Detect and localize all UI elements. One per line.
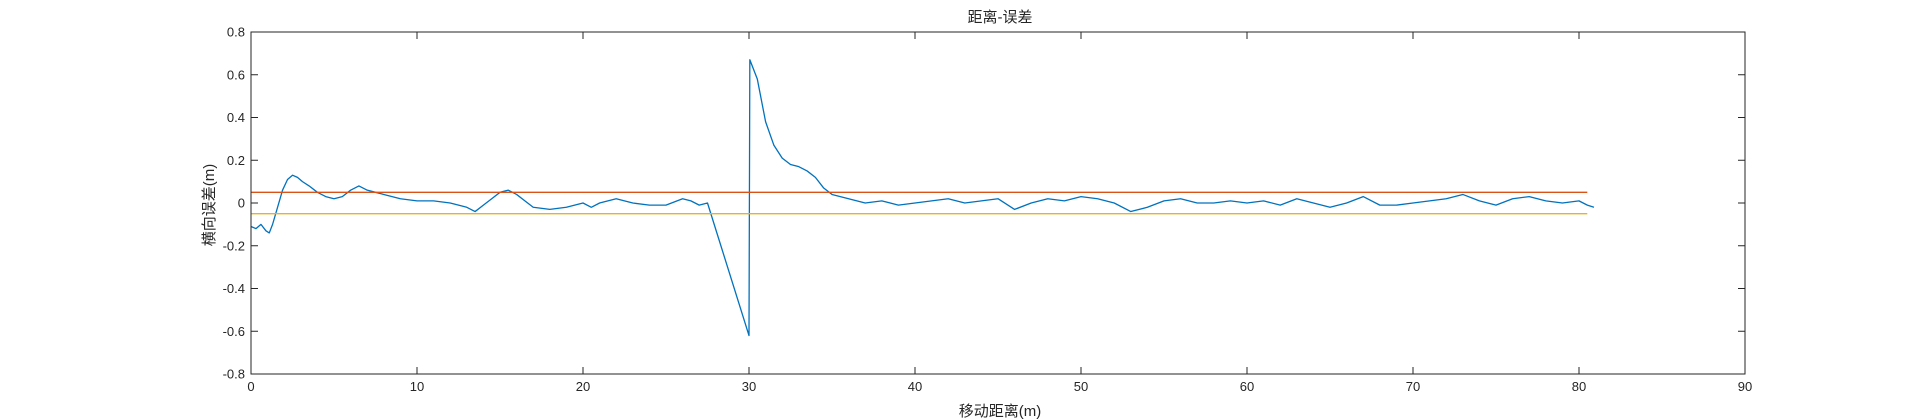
plot-background [251, 32, 1745, 374]
y-tick-label: 0.4 [227, 110, 245, 125]
axis-ticks: 0 10 20 30 40 50 60 70 80 90 -0.8 -0.6 -0.4 -0.2 0 0.2 0… [223, 25, 1753, 395]
x-tick-label: 0 [247, 379, 254, 394]
y-tick-label: -0.2 [223, 238, 245, 253]
y-tick-label: 0.8 [227, 25, 245, 40]
series-line-1 [250, 59, 1595, 337]
x-tick-label: 10 [410, 379, 424, 394]
series-layer [250, 59, 1595, 337]
x-tick-label: 50 [1074, 379, 1088, 394]
chart-title: 距离-误差 [968, 9, 1033, 26]
y-tick-label: 0.6 [227, 67, 245, 82]
y-axis-label: 横向误差(m) [201, 164, 218, 247]
x-tick-label: 40 [908, 379, 922, 394]
y-tick-label: -0.8 [223, 367, 245, 382]
x-tick-label: 90 [1738, 379, 1752, 394]
y-tick-label: 0 [238, 196, 245, 211]
y-tick-label: -0.4 [223, 281, 245, 296]
x-tick-label: 20 [576, 379, 590, 394]
x-tick-label: 70 [1406, 379, 1420, 394]
x-tick-label: 80 [1572, 379, 1586, 394]
y-tick-label: -0.6 [223, 324, 245, 339]
y-tick-label: 0.2 [227, 153, 245, 168]
x-axis-label: 移动距离(m) [959, 403, 1042, 420]
plot-area [251, 32, 1745, 374]
x-tick-label: 60 [1240, 379, 1254, 394]
x-tick-label: 30 [742, 379, 756, 394]
